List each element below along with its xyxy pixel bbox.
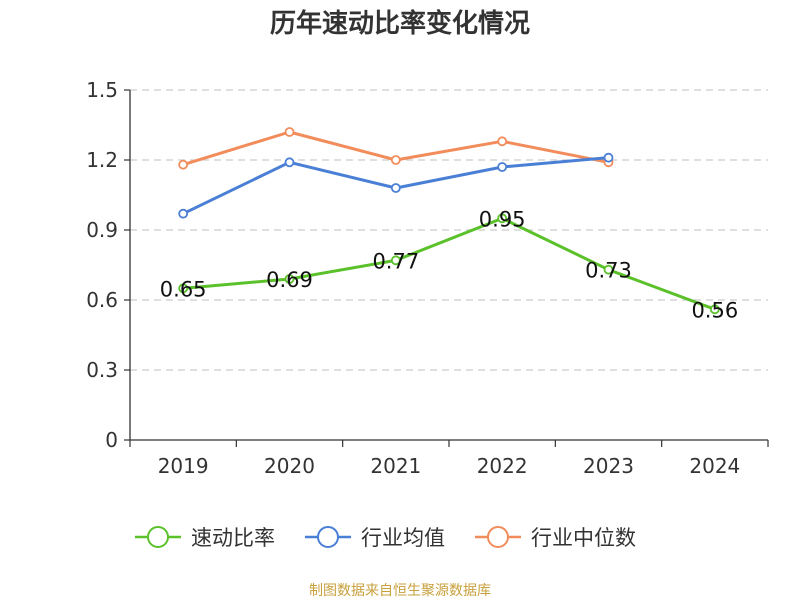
data-point (390, 255, 401, 266)
x-tick-label: 2024 (689, 454, 740, 478)
series-line-0 (183, 216, 716, 311)
legend-item-2: 行业中位数 (475, 526, 636, 550)
data-point (390, 183, 401, 193)
data-point (709, 304, 720, 315)
data-point (178, 159, 189, 170)
data-point (178, 208, 189, 219)
legend-swatch-marker (147, 526, 169, 548)
legend-item-1: 行业均值 (305, 526, 445, 550)
x-tick-label: 2023 (583, 454, 634, 478)
y-tick-label: 1.2 (86, 148, 118, 172)
series-layer (178, 127, 720, 315)
data-point (284, 274, 295, 284)
data-point (284, 157, 295, 168)
chart-title: 历年速动比率变化情况 (270, 8, 530, 39)
data-label: 0.73 (585, 259, 632, 283)
x-tick-label: 2020 (264, 454, 315, 478)
x-tick-label: 2021 (370, 454, 421, 478)
data-label: 0.56 (691, 298, 738, 322)
data-label: 0.95 (479, 207, 526, 231)
legend-label: 行业均值 (361, 526, 445, 550)
data-point (284, 127, 295, 137)
data-point (178, 283, 189, 294)
y-tick-label: 0.9 (86, 218, 118, 242)
data-labels: 0.65 0.69 0.77 0.95 0.73 0.56 (160, 207, 738, 322)
legend-item-0: 速动比率 (135, 526, 275, 550)
y-tick-label: 0 (105, 428, 118, 452)
data-label: 0.69 (266, 268, 313, 292)
data-point (390, 155, 401, 165)
data-point (497, 162, 508, 172)
legend-label: 行业中位数 (531, 526, 636, 550)
data-point (497, 136, 508, 147)
gridlines (130, 89, 768, 371)
legend-swatch-marker (317, 526, 339, 548)
x-tick-label: 2019 (158, 454, 209, 478)
data-point (497, 213, 508, 224)
y-tick-label: 0.3 (86, 358, 118, 382)
legend-label: 速动比率 (191, 526, 275, 550)
x-tick-label: 2022 (477, 454, 528, 478)
data-label: 0.77 (372, 249, 419, 273)
y-tick-label: 0.6 (86, 288, 118, 312)
y-tick-label: 1.5 (86, 78, 118, 102)
data-point (603, 264, 614, 275)
data-label: 0.65 (160, 277, 207, 301)
data-point (603, 152, 614, 163)
source-note: 制图数据来自恒生聚源数据库 (309, 583, 491, 599)
legend-swatch-marker (487, 526, 509, 548)
legend: 速动比率 行业均值 行业中位数 (135, 526, 636, 550)
axes: 0 0.3 0.6 0.9 1.2 1.5 2019 2020 2021 2022 2023 2024 (86, 78, 769, 478)
